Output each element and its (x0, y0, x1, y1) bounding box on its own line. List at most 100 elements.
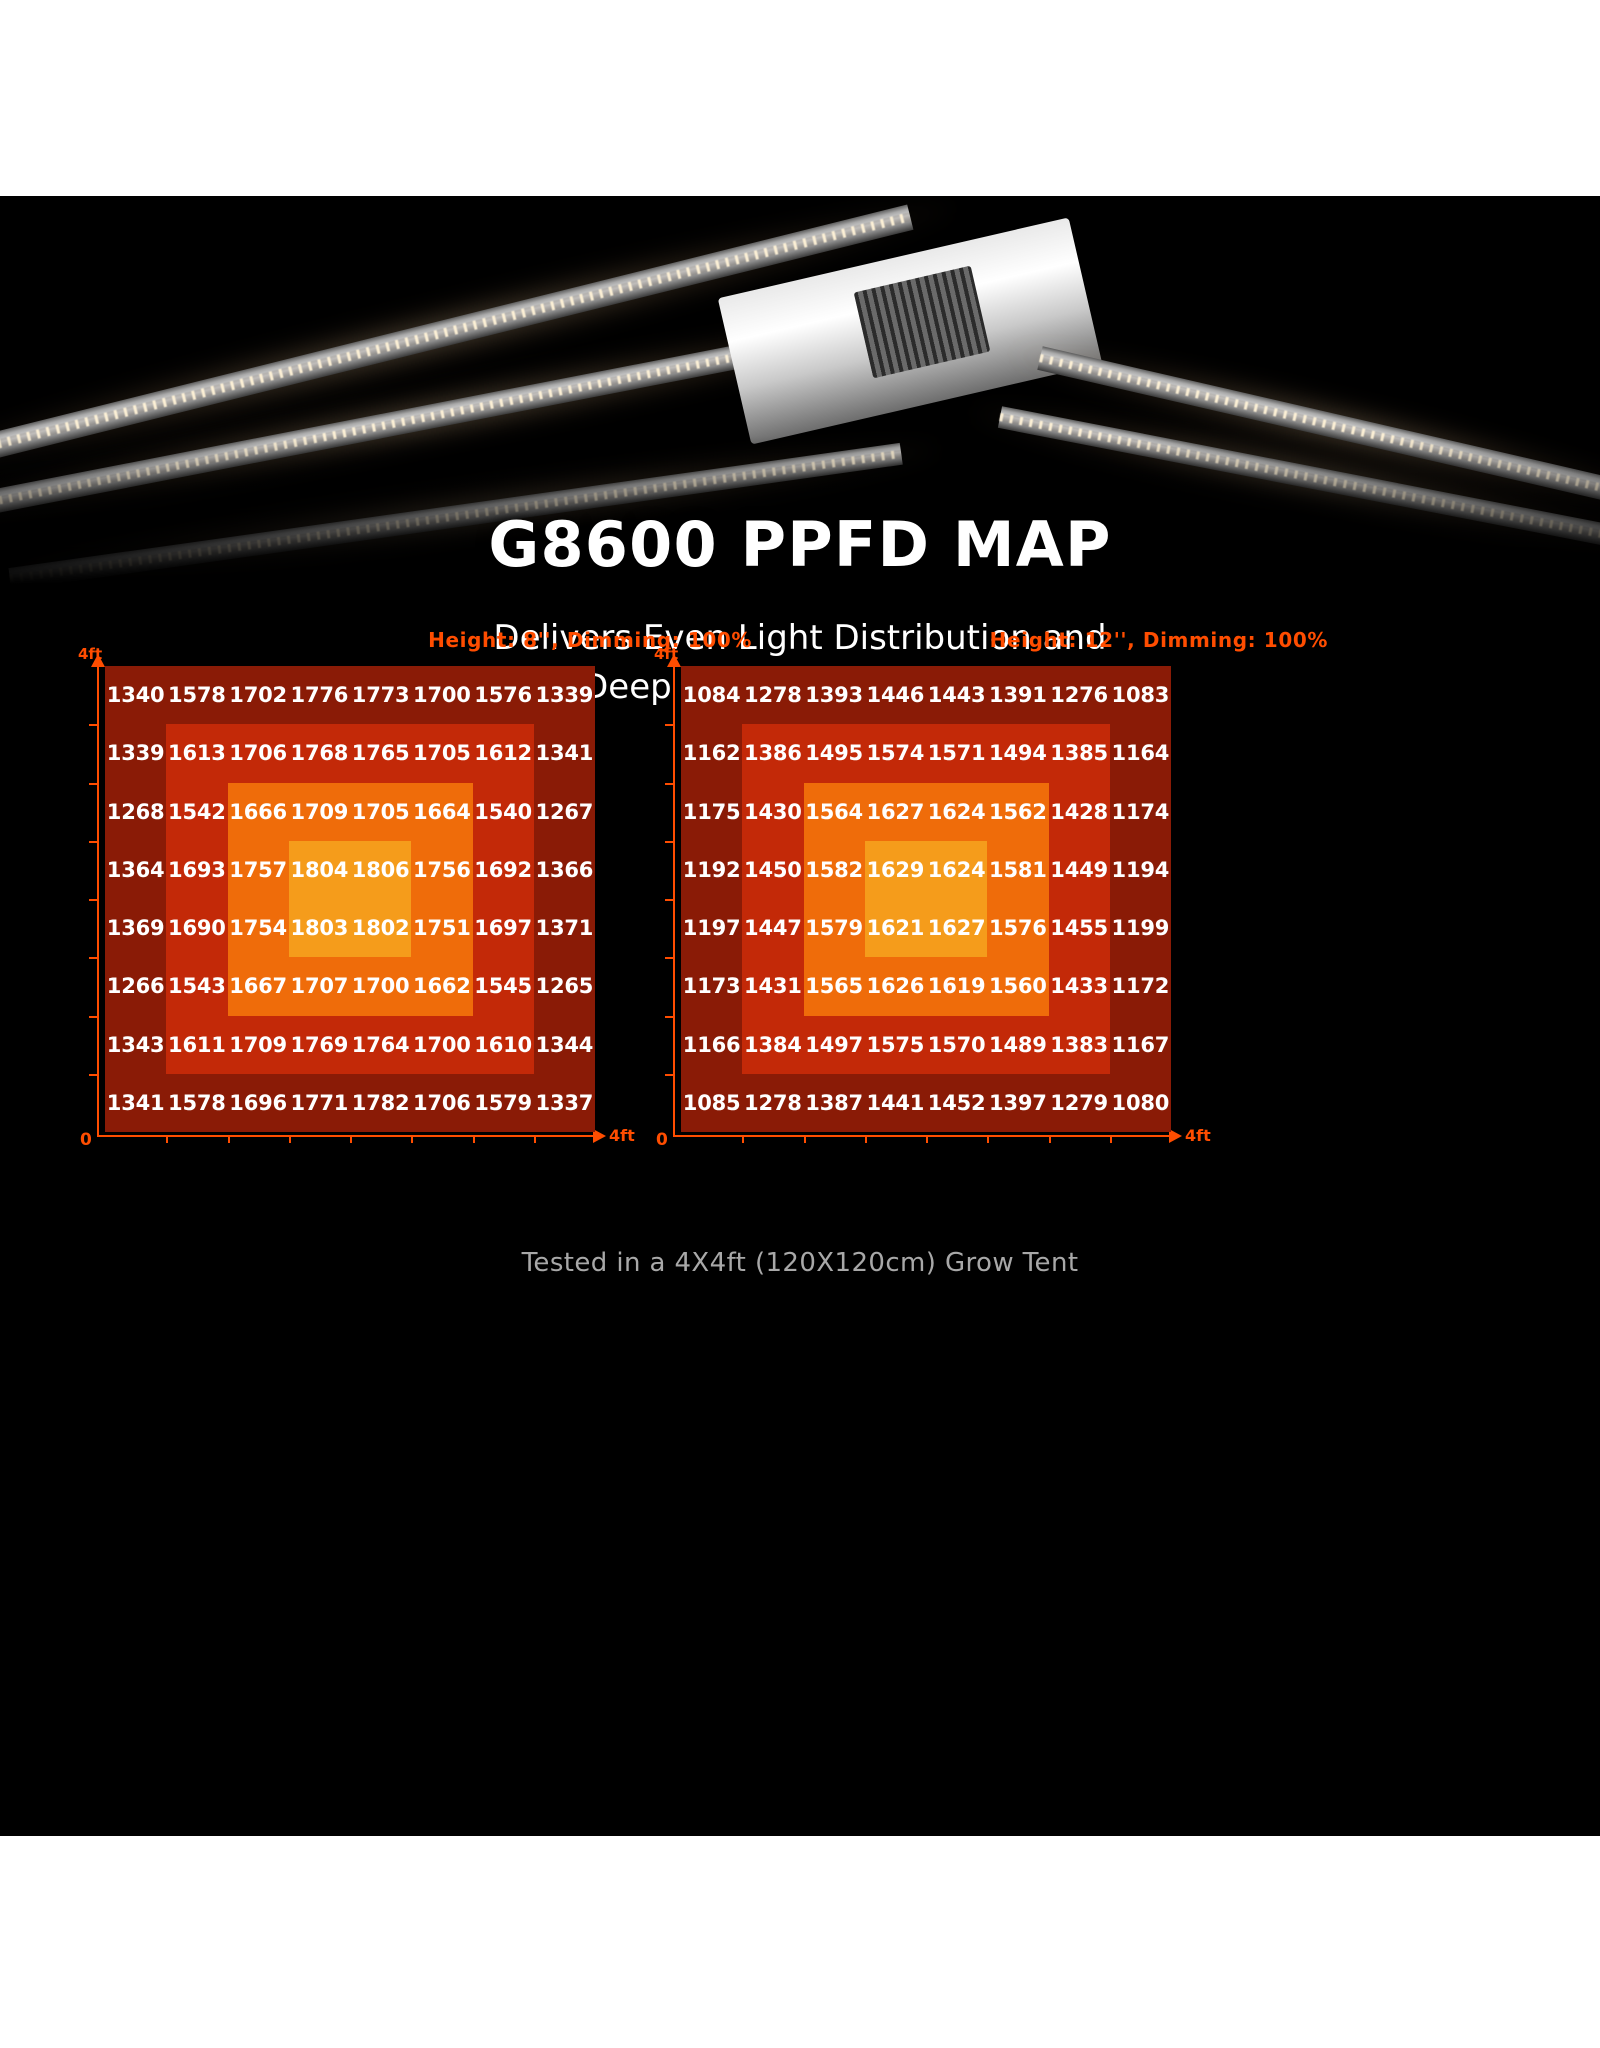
ppfd-cell: 1341 (533, 724, 595, 783)
ppfd-cell: 1621 (864, 899, 926, 958)
ppfd-cell: 1340 (105, 666, 167, 725)
ppfd-cell: 1369 (105, 899, 167, 958)
x-axis-tick (411, 1135, 414, 1143)
ppfd-cell: 1343 (105, 1015, 167, 1074)
x-axis-tick (1048, 1135, 1051, 1143)
ppfd-cell: 1162 (681, 724, 743, 783)
y-axis-line-right (673, 666, 675, 1136)
ppfd-cell: 1386 (742, 724, 804, 783)
ppfd-cell: 1446 (864, 666, 926, 725)
ppfd-cell: 1619 (926, 957, 988, 1016)
map-caption-8in: Height: 8'', Dimming: 100% (428, 628, 752, 652)
ppfd-cell: 1764 (350, 1015, 412, 1074)
ppfd-cell: 1627 (926, 899, 988, 958)
ppfd-cell: 1197 (681, 899, 743, 958)
ppfd-cell: 1383 (1048, 1015, 1110, 1074)
ppfd-cell: 1582 (803, 840, 865, 899)
ppfd-cell: 1576 (987, 899, 1049, 958)
x-axis-tick (350, 1135, 352, 1143)
ppfd-cell: 1266 (105, 957, 167, 1016)
ppfd-cell: 1611 (166, 1015, 228, 1074)
ppfd-cell: 1339 (105, 724, 167, 783)
ppfd-cell: 1393 (803, 666, 865, 725)
ppfd-cell: 1565 (803, 957, 865, 1016)
ppfd-cell: 1276 (1048, 666, 1110, 725)
ppfd-cell: 1768 (288, 724, 350, 783)
ppfd-cell: 1765 (350, 724, 412, 783)
ppfd-cell: 1706 (227, 724, 289, 783)
footer-caption: Tested in a 4X4ft (120X120cm) Grow Tent (521, 1248, 1079, 1278)
ppfd-cell: 1450 (742, 840, 804, 899)
ppfd-cell: 1612 (472, 724, 534, 783)
ppfd-cell: 1769 (288, 1015, 350, 1074)
ppfd-cell: 1430 (742, 782, 804, 841)
ppfd-cell: 1803 (288, 899, 350, 958)
ppfd-cell: 1265 (533, 957, 595, 1016)
ppfd-cell: 1581 (987, 840, 1049, 899)
ppfd-cell: 1443 (926, 666, 988, 725)
ppfd-cell: 1279 (1048, 1073, 1110, 1132)
x-axis-tick (926, 1135, 928, 1143)
ppfd-cell: 1441 (864, 1073, 926, 1132)
ppfd-cell: 1387 (803, 1073, 865, 1132)
x-axis-tick (864, 1135, 867, 1143)
ppfd-cell: 1562 (987, 782, 1049, 841)
ppfd-cell: 1199 (1109, 899, 1171, 958)
ppfd-cell: 1666 (227, 782, 289, 841)
ppfd-grid-12in: 1084 1278 1393 1446 1443 1391 1276 1083 1162 1386… (681, 666, 1171, 1132)
x-axis-tick (288, 1135, 291, 1143)
ppfd-cell: 1570 (926, 1015, 988, 1074)
ppfd-cell: 1391 (987, 666, 1049, 725)
ppfd-cell: 1707 (288, 957, 350, 1016)
x-axis-tick (1109, 1135, 1112, 1143)
ppfd-cell: 1278 (742, 666, 804, 725)
ppfd-cell: 1690 (166, 899, 228, 958)
ppfd-cell: 1172 (1109, 957, 1171, 1016)
dark-stage: G8600 PPFD MAP Delivers Even Light Distr… (0, 196, 1600, 1836)
x-axis-tick (987, 1135, 990, 1143)
ppfd-cell: 1696 (227, 1073, 289, 1132)
ppfd-cell: 1497 (803, 1015, 865, 1074)
ppfd-maps-container: Height: 8'', Dimming: 100% 4ft 0 4ft 134… (0, 628, 1600, 1188)
ppfd-cell: 1705 (350, 782, 412, 841)
product-hero-image (0, 196, 1600, 626)
page-title: G8600 PPFD MAP (488, 508, 1112, 581)
ppfd-cell: 1545 (472, 957, 534, 1016)
y-axis-tick (665, 840, 673, 843)
x-axis-arrow-icon-right (1169, 1129, 1182, 1143)
y-axis-tick (89, 957, 97, 960)
ppfd-cell: 1705 (411, 724, 473, 783)
ppfd-cell: 1575 (864, 1015, 926, 1074)
ppfd-cell: 1278 (742, 1073, 804, 1132)
y-axis-arrow-icon-left (91, 654, 105, 667)
ppfd-cell: 1397 (987, 1073, 1049, 1132)
ppfd-cell: 1455 (1048, 899, 1110, 958)
ppfd-cell: 1173 (681, 957, 743, 1016)
ppfd-cell: 1164 (1109, 724, 1171, 783)
ppfd-cell: 1806 (350, 840, 412, 899)
ppfd-cell: 1802 (350, 899, 412, 958)
ppfd-cell: 1613 (166, 724, 228, 783)
map-caption-12in: Height: 12'', Dimming: 100% (989, 628, 1328, 652)
x-axis-line-right (673, 1135, 1171, 1137)
ppfd-cell: 1337 (533, 1073, 595, 1132)
ppfd-cell: 1624 (926, 782, 988, 841)
ppfd-cell: 1756 (411, 840, 473, 899)
ppfd-cell: 1579 (803, 899, 865, 958)
x-axis-label-right: 4ft (1185, 1126, 1211, 1145)
x-axis-tick (227, 1135, 230, 1143)
ppfd-cell: 1341 (105, 1073, 167, 1132)
ppfd-cell: 1452 (926, 1073, 988, 1132)
ppfd-cell: 1431 (742, 957, 804, 1016)
ppfd-cell: 1751 (411, 899, 473, 958)
ppfd-cell: 1624 (926, 840, 988, 899)
ppfd-cell: 1757 (227, 840, 289, 899)
ppfd-cell: 1706 (411, 1073, 473, 1132)
ppfd-map-8in: Height: 8'', Dimming: 100% 4ft 0 4ft 134… (72, 628, 752, 1188)
y-axis-line-left (97, 666, 99, 1136)
ppfd-cell: 1433 (1048, 957, 1110, 1016)
ppfd-cell: 1339 (533, 666, 595, 725)
y-axis-tick (665, 1015, 673, 1018)
y-axis-tick (89, 782, 97, 785)
